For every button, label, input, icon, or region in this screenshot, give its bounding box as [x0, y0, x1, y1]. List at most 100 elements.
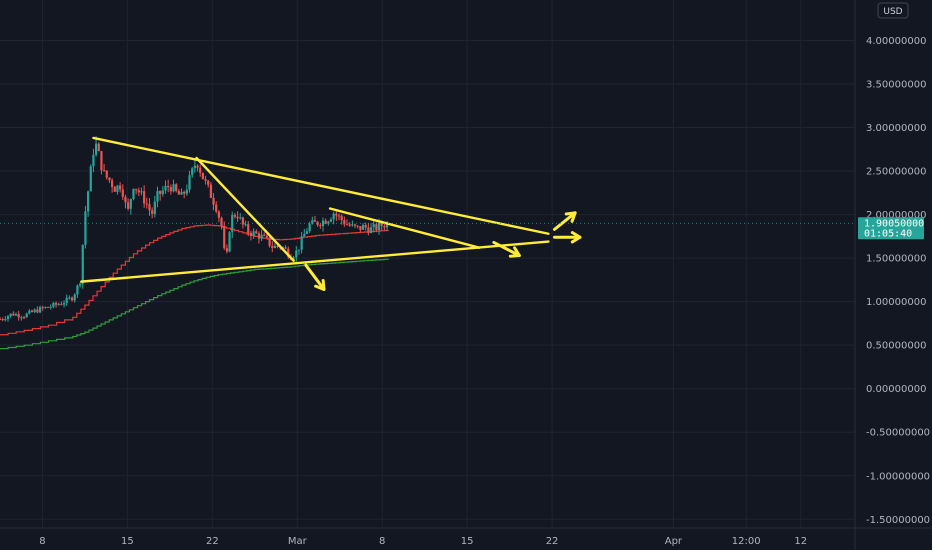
time-tick-label: 8 — [379, 536, 385, 547]
candle-body — [17, 314, 20, 318]
candle-body — [70, 297, 74, 301]
candle-body — [119, 185, 122, 190]
time-axis[interactable]: 8 15 22 Mar 8 15 22 Apr 12:00 12 — [0, 527, 932, 547]
candle-body — [68, 297, 71, 299]
candle — [175, 183, 178, 193]
candle — [116, 184, 119, 195]
candle-body — [137, 190, 140, 193]
price-tick-label: 1.50000000 — [866, 254, 926, 265]
candle-body — [177, 191, 180, 195]
candle-body — [332, 213, 335, 220]
candle-body — [369, 227, 373, 233]
candle — [271, 240, 274, 253]
candle — [121, 184, 124, 200]
price-tick-label: -0.50000000 — [866, 428, 930, 439]
candle-body — [0, 319, 2, 321]
candle — [119, 182, 122, 193]
candle-body — [353, 224, 357, 226]
candle — [92, 148, 95, 173]
candle-body — [46, 306, 50, 308]
candle-body — [36, 309, 39, 313]
candle — [337, 213, 341, 221]
candle — [321, 217, 325, 232]
grid — [0, 0, 855, 528]
candle — [140, 187, 143, 196]
candle-body — [143, 191, 146, 204]
candle — [356, 225, 359, 229]
candle — [60, 301, 63, 306]
candle — [89, 164, 92, 192]
candle-body — [183, 191, 186, 194]
arrow-drawing — [552, 211, 577, 231]
candle-body — [188, 175, 191, 190]
candle-body — [260, 234, 263, 239]
candle-body — [321, 220, 325, 227]
candle-body — [225, 248, 228, 252]
candle-body — [383, 226, 386, 228]
moving-average-slow — [0, 258, 389, 350]
candle — [12, 311, 15, 317]
candle-body — [94, 143, 98, 155]
candle-body — [271, 245, 274, 249]
arrow-head — [314, 278, 326, 291]
candle-body — [297, 249, 301, 251]
candle — [9, 313, 12, 318]
candle-body — [327, 221, 330, 224]
candle-body — [348, 224, 351, 226]
candle — [41, 305, 44, 311]
time-tick-label: 12 — [794, 536, 807, 547]
candle — [324, 218, 327, 225]
candle-body — [49, 306, 52, 308]
candle-body — [244, 224, 247, 226]
candle-body — [193, 165, 196, 169]
candle — [172, 179, 175, 193]
candle-body — [313, 220, 317, 222]
candle — [183, 190, 186, 199]
candle-body — [284, 247, 287, 249]
candle — [236, 211, 239, 222]
candle-body — [116, 185, 119, 192]
candle-body — [89, 166, 92, 192]
candle — [303, 229, 306, 237]
candle-body — [12, 313, 15, 316]
candle — [359, 226, 362, 233]
candle-body — [111, 180, 114, 188]
candle-body — [180, 191, 183, 195]
currency-badge-frame — [877, 2, 909, 19]
candle-body — [204, 179, 207, 181]
candle-body — [367, 227, 370, 233]
candle — [6, 315, 10, 322]
last-price-tag: 1.90050000 01:05:40 — [858, 217, 924, 240]
candle-body — [76, 285, 79, 295]
candle — [108, 177, 111, 183]
candle-body — [220, 217, 223, 226]
price-axis[interactable]: 4.00000000 3.50000000 3.00000000 2.50000000… — [854, 0, 930, 550]
candle-body — [148, 204, 151, 211]
candle — [300, 231, 303, 254]
candle — [164, 180, 167, 194]
candle — [207, 179, 210, 188]
candle — [161, 185, 164, 197]
candle-body — [65, 297, 68, 303]
candle — [22, 315, 26, 320]
candle — [231, 211, 234, 239]
currency-badge[interactable]: USD — [877, 2, 909, 19]
candle-body — [145, 203, 148, 205]
last-price-tag-background — [858, 217, 924, 240]
candle-body — [287, 248, 290, 257]
time-tick-label: Mar — [288, 536, 308, 547]
candle-body — [209, 184, 212, 198]
candle — [329, 217, 333, 223]
candle — [129, 198, 132, 215]
last-price-value: 1.90050000 — [864, 218, 924, 229]
candle-body — [236, 216, 239, 219]
candle-body — [385, 222, 389, 228]
candle — [0, 317, 2, 321]
trendline-drawings[interactable] — [80, 136, 582, 291]
candle-body — [124, 196, 127, 203]
candle — [169, 184, 172, 195]
time-tick-label: 22 — [206, 536, 219, 547]
candle — [348, 221, 351, 227]
moving-average-slow-line — [0, 258, 389, 350]
